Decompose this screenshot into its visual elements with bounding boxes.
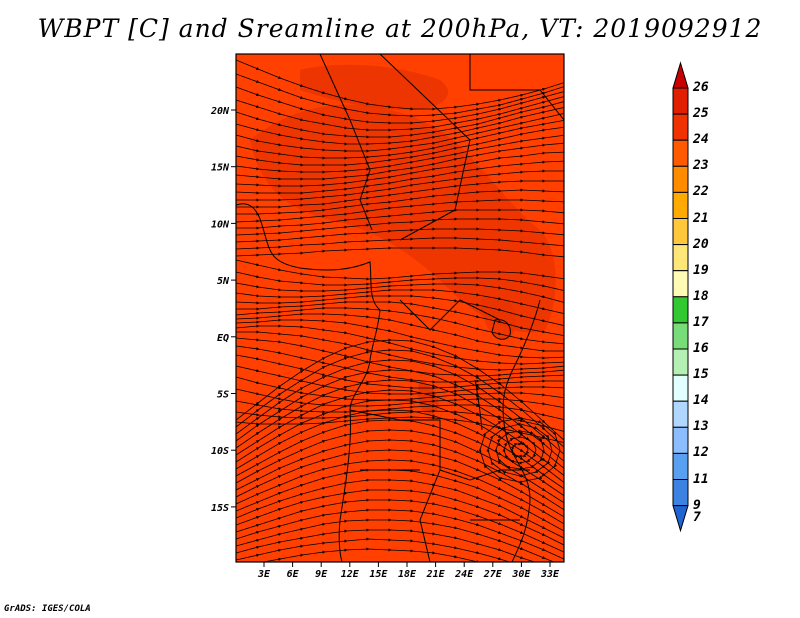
colorbar-label: 24 [693,132,709,148]
national-border [399,299,501,331]
colorbar [672,61,689,533]
coastlines [236,54,564,562]
chart-title: WBPT [C] and Sreamline at 200hPa, VT: 20… [37,14,763,43]
lat-label: 10N [211,219,230,230]
colorbar-label: 22 [693,184,709,200]
lon-label: 21E [426,569,446,580]
streamline [256,547,546,562]
colorbar-label: 11 [693,471,709,487]
national-border [319,54,373,231]
streamline [236,246,564,258]
lake-victoria [491,319,511,340]
lon-label: 27E [483,569,503,580]
lon-axis: 3E 6E 9E 12E 15E 18E 21E 24E 27E 30E 33E [257,562,560,580]
lat-label: 15N [211,163,230,174]
national-border [379,54,471,241]
colorbar-label: 17 [693,314,709,330]
lon-label: 33E [540,569,560,580]
colorbar-label: 12 [693,445,709,461]
colorbar-segment [672,322,689,350]
lat-label: 5N [217,276,230,287]
east-africa-coast [502,299,541,562]
lon-label: 30E [511,569,531,580]
lon-label: 24E [454,569,474,580]
colorbar-label: 7 [693,509,701,525]
credit-label: GrADS: IGES/COLA [4,604,91,614]
horn-border [469,54,564,121]
colorbar-segment [672,426,689,454]
lat-label: 5S [217,390,229,401]
lon-label: 9E [315,569,328,580]
colorbar-segment [672,374,689,402]
colorbar-label: 20 [693,236,709,252]
map-frame [235,53,565,563]
colorbar-segment [672,87,689,115]
colorbar-segment [672,479,689,507]
colorbar-label: 9 [693,497,701,513]
colorbar-bottom-arrow [672,505,689,533]
west-africa-coast [236,203,381,311]
colorbar-label: 26 [693,80,709,95]
lat-label: 15S [211,503,229,514]
colorbar-label: 23 [693,158,709,174]
national-border [439,469,530,481]
colorbar-segment [672,244,689,272]
colorbar-segment [672,452,689,480]
lat-axis: 20N 15N 10N 5N EQ 5S 10S 15S [210,106,236,514]
colorbar-segment [672,139,689,167]
colorbar-label: 13 [693,419,709,435]
colorbar-label: 18 [693,288,709,304]
streamline [478,416,561,484]
colorbar-label: 15 [693,367,709,383]
national-border [349,409,441,562]
colorbar-segment [672,348,689,376]
colorbar-segment [672,113,689,141]
colorbar-label: 21 [693,210,709,226]
colorbar-label: 19 [693,262,709,278]
lat-label: 20N [210,106,230,117]
lon-label: 6E [287,569,300,580]
colorbar-label: 16 [693,341,709,356]
colorbar-segment [672,270,689,298]
colorbar-segment [672,165,689,193]
colorbar-segment [672,296,689,324]
streamline [236,271,564,291]
colorbar-label: 14 [693,393,709,409]
lat-label: 10S [211,446,229,457]
lon-label: 18E [398,569,417,580]
lon-label: 15E [369,569,388,580]
colorbar-top-arrow [672,61,689,89]
lake-tanganyika [474,379,483,431]
lon-label: 3E [257,569,271,580]
lon-label: 12E [341,569,360,580]
colorbar-label: 25 [693,106,709,122]
colorbar-segment [672,191,689,219]
colorbar-segment [672,218,689,246]
colorbar-segment [672,400,689,428]
gulf-coast [338,309,381,562]
streamlines [236,59,564,562]
lat-label: EQ [217,333,229,344]
